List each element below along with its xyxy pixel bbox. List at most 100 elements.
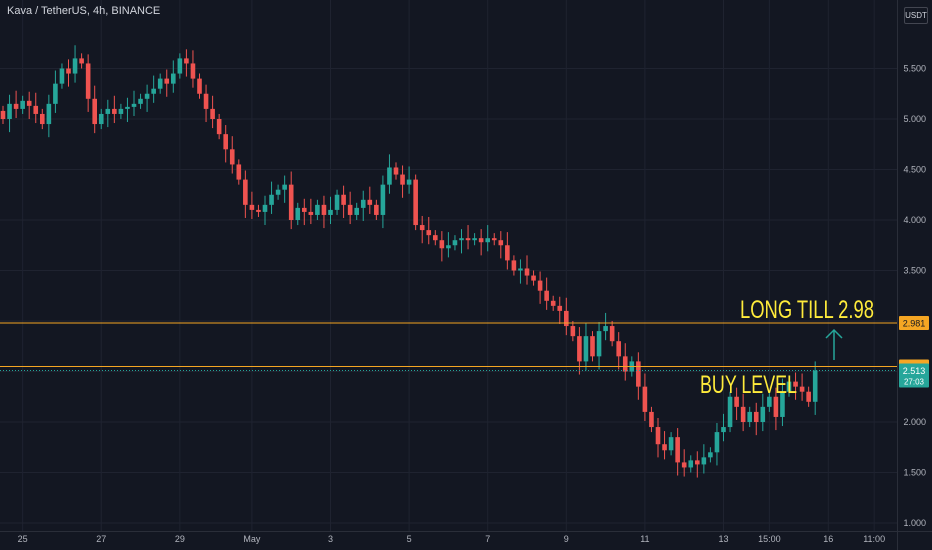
grid-lines bbox=[0, 0, 897, 531]
candle-body bbox=[53, 83, 58, 104]
candle-body bbox=[413, 179, 418, 226]
candle-body bbox=[544, 290, 549, 301]
candle-body bbox=[92, 98, 97, 125]
candle-body bbox=[40, 113, 45, 125]
candle bbox=[223, 125, 228, 163]
candle bbox=[334, 189, 340, 215]
candle bbox=[793, 372, 798, 400]
candle-body bbox=[315, 204, 320, 215]
candle bbox=[714, 423, 720, 466]
candle-body bbox=[806, 391, 811, 402]
candle-body bbox=[269, 194, 274, 205]
candle bbox=[85, 54, 91, 112]
candle-body bbox=[387, 167, 392, 185]
candle bbox=[760, 393, 766, 432]
candle bbox=[203, 84, 209, 123]
candle bbox=[66, 59, 71, 87]
candle bbox=[275, 184, 281, 200]
currency-button[interactable]: USDT bbox=[904, 7, 928, 24]
candle bbox=[367, 186, 373, 214]
candle-body bbox=[753, 411, 759, 422]
candle-body bbox=[138, 98, 143, 104]
candle bbox=[609, 321, 615, 347]
candle-body bbox=[760, 406, 766, 422]
candle bbox=[727, 391, 733, 433]
candle-body bbox=[321, 204, 327, 215]
candle-body bbox=[216, 119, 222, 135]
candle bbox=[144, 84, 150, 112]
candle-body bbox=[577, 336, 582, 362]
candle bbox=[0, 105, 6, 125]
candle-body bbox=[20, 100, 25, 109]
time-axis[interactable]: 25 27 29 May 3 5 7 9 11 13 15:00 16 11:00 bbox=[0, 531, 932, 545]
candle-body bbox=[0, 110, 6, 119]
candle bbox=[701, 444, 707, 474]
annotations[interactable]: LONG TILL 2.98 BUY LEVEL bbox=[700, 296, 874, 399]
candle bbox=[695, 451, 700, 478]
candle-body bbox=[537, 280, 543, 291]
candle-body bbox=[439, 240, 445, 249]
buy-annotation-text[interactable]: BUY LEVEL bbox=[700, 371, 797, 399]
time-tick-label: May bbox=[243, 534, 261, 544]
candle bbox=[491, 233, 497, 246]
candle bbox=[46, 94, 52, 138]
candle-body bbox=[85, 63, 91, 99]
candle-body bbox=[681, 462, 687, 468]
candle bbox=[747, 406, 752, 428]
candle-body bbox=[812, 370, 818, 402]
time-tick-label: 3 bbox=[328, 534, 333, 544]
candle bbox=[537, 271, 543, 304]
candle-body bbox=[636, 361, 641, 387]
candle-body bbox=[446, 245, 451, 249]
candle bbox=[177, 53, 183, 79]
candle bbox=[98, 108, 104, 130]
candle bbox=[570, 321, 576, 342]
candle bbox=[459, 229, 464, 254]
candle-body bbox=[33, 105, 39, 114]
candle bbox=[668, 432, 674, 456]
long-annotation-text[interactable]: LONG TILL 2.98 bbox=[740, 296, 874, 324]
candle-body bbox=[642, 386, 648, 412]
candle-body bbox=[465, 238, 471, 241]
candle-body bbox=[793, 381, 798, 387]
candle-body bbox=[13, 103, 19, 109]
candle-body bbox=[59, 68, 65, 84]
price-levels[interactable] bbox=[0, 322, 897, 371]
time-tick-label: 16 bbox=[823, 534, 833, 544]
candle-body bbox=[210, 108, 215, 119]
price-tick-label: 5.000 bbox=[903, 114, 926, 124]
candle bbox=[465, 225, 471, 250]
candle-body bbox=[531, 275, 536, 281]
long-target-price-tag: 2.981 bbox=[899, 316, 929, 331]
candle-body bbox=[203, 93, 209, 109]
candle-body bbox=[799, 386, 805, 392]
candle-body bbox=[583, 336, 589, 362]
arrow-up-icon[interactable] bbox=[825, 328, 843, 360]
price-tick-label: 3.500 bbox=[903, 266, 926, 276]
candle bbox=[753, 402, 759, 436]
candle bbox=[649, 406, 654, 433]
candle bbox=[171, 60, 176, 93]
candle bbox=[53, 70, 58, 113]
candle-body bbox=[7, 103, 12, 119]
candle bbox=[433, 230, 438, 246]
candle-body bbox=[72, 58, 78, 74]
candle bbox=[92, 85, 97, 134]
candle bbox=[393, 162, 399, 180]
candle bbox=[550, 295, 556, 311]
candle bbox=[590, 331, 595, 362]
candle-body bbox=[26, 100, 32, 106]
candle bbox=[190, 50, 196, 88]
candle bbox=[642, 373, 648, 421]
candle bbox=[243, 170, 248, 218]
candle bbox=[603, 312, 608, 341]
candle-body bbox=[603, 326, 608, 332]
candle-body bbox=[197, 78, 202, 94]
candle bbox=[596, 322, 602, 370]
time-tick-label: 29 bbox=[175, 534, 185, 544]
candle-body bbox=[498, 240, 504, 246]
candle bbox=[786, 376, 792, 397]
